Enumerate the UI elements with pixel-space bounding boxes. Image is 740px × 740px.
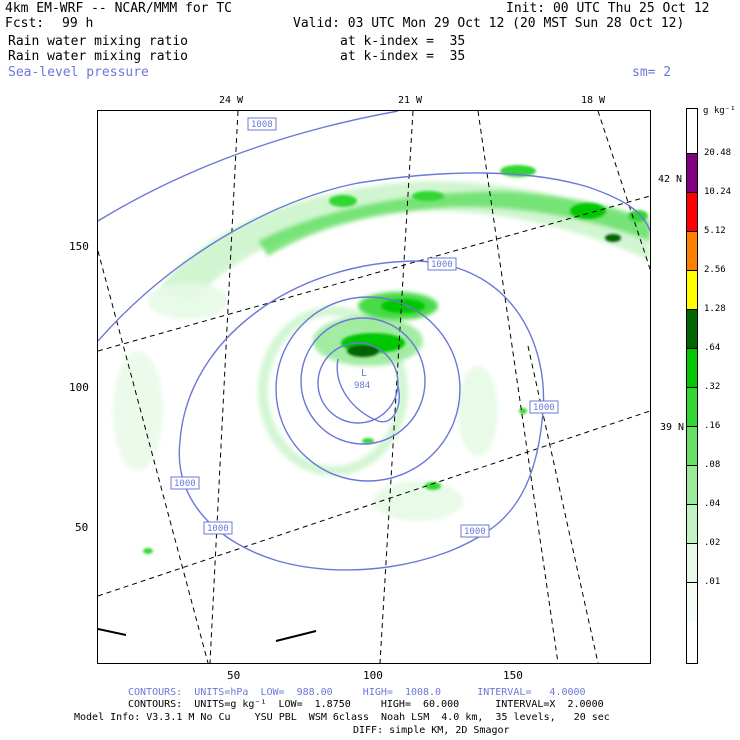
graticule	[97, 110, 655, 664]
low-center-value: 984	[354, 381, 370, 391]
colorbar-segment	[687, 270, 697, 309]
colorbar-segment	[687, 348, 697, 387]
field1-name: Rain water mixing ratio	[8, 34, 189, 49]
colorbar	[686, 108, 698, 664]
lon-label-24w: 24 W	[219, 95, 244, 106]
colorbar-segment	[687, 543, 697, 582]
valid-time: Valid: 03 UTC Mon 29 Oct 12 (20 MST Sun …	[293, 16, 685, 31]
colorbar-label: .16	[704, 421, 721, 431]
colorbar-label: 1.28	[704, 304, 726, 314]
colorbar-label: .02	[704, 538, 721, 548]
colorbar-segment	[687, 153, 697, 192]
fcst-label: Fcst:	[5, 16, 45, 31]
colorbar-segment	[687, 582, 697, 621]
colorbar-label: 5.12	[704, 226, 726, 236]
lat-label-42n: 42 N	[658, 174, 683, 185]
lon-label-18w: 18 W	[581, 95, 606, 106]
x-tick-100: 100	[363, 669, 383, 682]
colorbar-label: .32	[704, 382, 721, 392]
lon-label-21w: 21 W	[398, 95, 423, 106]
colorbar-units: g kg⁻¹	[703, 106, 736, 116]
rain-field	[113, 181, 650, 521]
colorbar-label: .04	[704, 499, 721, 509]
low-center-label: L	[361, 368, 367, 379]
colorbar-label: .64	[704, 343, 721, 353]
y-tick-100: 100	[69, 381, 89, 394]
lat-label-39n: 39 N	[660, 422, 685, 433]
contour-info-rain: CONTOURS: UNITS=g kg⁻¹ LOW= 1.8750 HIGH=…	[128, 699, 604, 710]
y-tick-150: 150	[69, 240, 89, 253]
map-canvas: 1008 1000 1000 1000 1000 1000 L 984	[97, 110, 655, 664]
field1-level: at k-index = 35	[340, 34, 466, 49]
contour-label-1000-top: 1000	[431, 260, 453, 270]
colorbar-label: .01	[704, 577, 721, 587]
contour-label-1000-bottom: 1000	[464, 527, 486, 537]
colorbar-segment	[687, 426, 697, 465]
model-title: 4km EM-WRF -- NCAR/MMM for TC	[5, 1, 232, 16]
colorbar-label: 2.56	[704, 265, 726, 275]
pressure-contours	[97, 110, 651, 571]
contour-label-1008: 1008	[251, 120, 273, 130]
model-info: Model Info: V3.3.1 M No Cu YSU PBL WSM 6…	[74, 712, 610, 723]
map-panel: 1008 1000 1000 1000 1000 1000 L 984	[97, 110, 655, 664]
init-time: Init: 00 UTC Thu 25 Oct 12	[506, 1, 710, 16]
field2-level: at k-index = 35	[340, 49, 466, 64]
colorbar-segment	[687, 192, 697, 231]
colorbar-segment	[687, 387, 697, 426]
colorbar-segment	[687, 309, 697, 348]
contour-info-slp: CONTOURS: UNITS=hPa LOW= 988.00 HIGH= 10…	[128, 687, 586, 698]
smoothing-label: sm= 2	[632, 65, 672, 80]
field2-name: Rain water mixing ratio	[8, 49, 189, 64]
colorbar-segment	[687, 231, 697, 270]
colorbar-segment-top	[687, 109, 697, 153]
x-tick-150: 150	[503, 669, 523, 682]
x-tick-50: 50	[227, 669, 241, 682]
colorbar-label: .08	[704, 460, 721, 470]
fcst-value: 99 h	[62, 16, 94, 31]
diff-info: DIFF: simple KM, 2D Smagor	[353, 725, 510, 736]
colorbar-label: 20.48	[704, 148, 732, 158]
colorbar-segment	[687, 504, 697, 543]
barbs	[97, 628, 317, 642]
contour-label-1000-left: 1000	[174, 479, 196, 489]
y-tick-50: 50	[75, 521, 89, 534]
contour-label-1000-lowleft: 1000	[207, 524, 229, 534]
contour-label-1000-right: 1000	[533, 403, 555, 413]
contour-labels: 1008 1000 1000 1000 1000 1000 L 984	[170, 117, 559, 538]
field3-name: Sea-level pressure	[8, 65, 149, 80]
colorbar-segment	[687, 465, 697, 504]
colorbar-label: 10.24	[704, 187, 732, 197]
